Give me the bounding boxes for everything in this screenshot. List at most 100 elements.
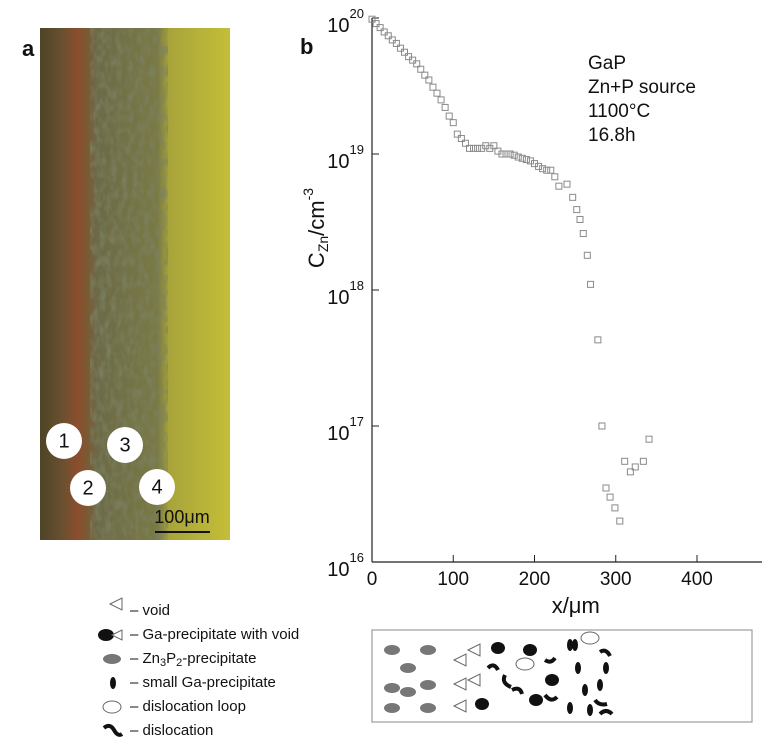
y-label-sub: Zn [315, 236, 331, 252]
x-tick-label: 300 [600, 569, 632, 590]
scale-bar-label: 100μm [154, 507, 209, 527]
legend-text: – dislocation loop [130, 698, 246, 715]
marker-circle [139, 469, 175, 505]
panel-label: b [300, 34, 313, 59]
data-point [510, 151, 518, 159]
data-point [409, 56, 417, 64]
data-point [461, 139, 469, 147]
data-point [466, 144, 473, 152]
schematic-icons [384, 631, 614, 716]
legend-item: – dislocation loop [130, 698, 246, 715]
y-tick-base: 10 [327, 151, 349, 173]
legend-text: – dislocation [130, 722, 213, 739]
region-markers: 1 2 3 4 [46, 423, 175, 506]
ga-precipitate-icon [110, 629, 123, 641]
data-point [631, 463, 639, 471]
data-point [639, 457, 647, 465]
data-point [535, 162, 543, 170]
y-tick-label: 1017 [327, 414, 364, 445]
marker-circle [107, 427, 143, 463]
data-point [417, 65, 425, 73]
x-tick-label: 100 [437, 569, 469, 590]
data-point [506, 150, 514, 158]
x-tick-label: 0 [367, 569, 378, 590]
data-point [594, 336, 602, 344]
data-point [621, 457, 629, 465]
data-point [626, 468, 634, 476]
marker-label: 4 [151, 476, 162, 498]
y-tick-label: 1020 [327, 6, 364, 37]
marker-circle [70, 470, 106, 506]
data-point [498, 150, 506, 158]
y-axis-label: CZn/cm-3 [300, 188, 331, 268]
y-tick-exponent: 17 [350, 414, 364, 429]
data-point [522, 156, 530, 164]
data-point [543, 166, 551, 174]
data-point [490, 142, 498, 150]
data-point [576, 215, 584, 223]
data-point [449, 119, 457, 127]
data-point [518, 154, 526, 162]
data-point [474, 144, 482, 152]
data-point [606, 493, 614, 501]
legend-item: – small Ga-precipitate [130, 674, 276, 691]
data-point [401, 48, 408, 56]
data-point [433, 89, 441, 97]
data-point [470, 144, 478, 152]
legend-text: -precipitate [182, 650, 256, 667]
y-tick-base: 10 [327, 15, 349, 37]
y-tick-label: 1018 [327, 278, 364, 309]
marker-label: 3 [119, 434, 130, 456]
legend-subscript: 3 [160, 657, 166, 669]
data-point [569, 193, 577, 201]
y-tick-exponent: 16 [350, 550, 364, 565]
y-label-base: C [304, 252, 329, 268]
y-label-exp: -3 [300, 188, 316, 201]
micrograph-texture [90, 28, 168, 540]
marker-circle [46, 423, 82, 459]
y-tick-label: 1016 [327, 550, 364, 581]
legend-item: – Ga-precipitate with void [130, 626, 299, 643]
data-point [555, 182, 563, 190]
data-point [376, 24, 384, 32]
y-label-unit: /cm [304, 200, 329, 235]
legend-item: – void [130, 602, 170, 619]
data-point [368, 15, 376, 23]
y-tick-base: 10 [327, 423, 349, 445]
annotation: GaP [588, 53, 626, 74]
y-tick-base: 10 [327, 559, 349, 581]
data-point [611, 504, 619, 512]
legend-item: – Zn3P2-precipitate [130, 650, 256, 669]
data-point [384, 32, 392, 40]
data-point [602, 484, 610, 492]
data-point [453, 130, 461, 138]
annotation: 16.8h [588, 125, 636, 146]
x-tick-label: 400 [681, 569, 713, 590]
data-point [437, 96, 445, 104]
data-point [598, 422, 606, 430]
data-point [388, 36, 396, 44]
legend: – void – Ga-precipitate with void – Zn3P2-… [130, 602, 299, 739]
data-point [380, 28, 388, 36]
y-tick-exponent: 19 [350, 142, 364, 157]
data-point [573, 206, 581, 214]
data-point [457, 135, 465, 143]
panel-label: a [22, 36, 35, 61]
legend-item: – dislocation [130, 722, 213, 739]
y-tick-exponent: 20 [350, 6, 364, 21]
data-point [421, 71, 429, 79]
data-point [616, 517, 624, 525]
small-ga-icon [110, 677, 116, 689]
data-point [551, 173, 559, 181]
data-point [445, 112, 453, 120]
y-tick-base: 10 [327, 287, 349, 309]
data-point [392, 39, 400, 47]
ga-precipitate-icon [98, 629, 114, 641]
marker-label: 1 [58, 430, 69, 452]
data-point [579, 230, 587, 238]
data-point [539, 165, 547, 173]
legend-text: – void [130, 602, 170, 619]
x-tick-label: 200 [519, 569, 551, 590]
data-point [514, 153, 522, 161]
